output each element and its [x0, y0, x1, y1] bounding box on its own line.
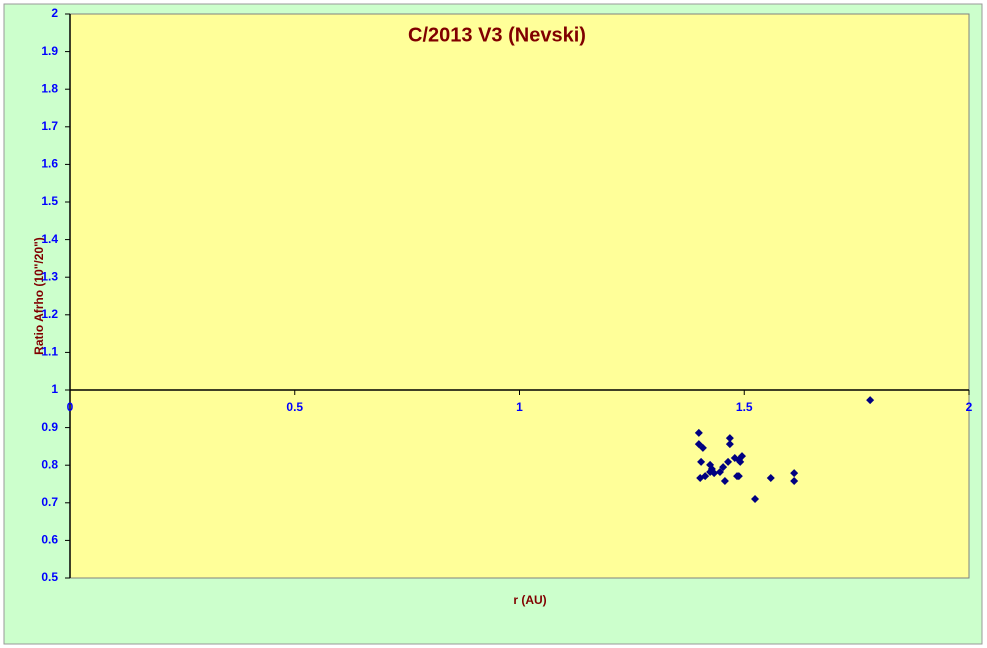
- point: [715, 467, 724, 476]
- y-tick-label: 0.8: [41, 457, 58, 471]
- point: [866, 396, 875, 405]
- point: [698, 443, 707, 452]
- point: [710, 469, 719, 478]
- plot-area: [69, 13, 970, 579]
- y-tick-label: 1.3: [41, 269, 58, 283]
- y-axis-label: Ratio Afrho (10"/20"): [32, 237, 46, 355]
- y-tick-label: 1.2: [41, 307, 58, 321]
- point: [725, 434, 734, 443]
- point: [719, 463, 728, 472]
- point: [790, 476, 799, 485]
- point: [720, 476, 729, 485]
- x-tick-label: 2: [966, 400, 973, 414]
- y-tick-label: 2: [51, 6, 58, 20]
- point: [694, 428, 703, 437]
- y-tick-label: 0.5: [41, 570, 58, 584]
- y-tick-label: 1.7: [41, 119, 58, 133]
- y-tick-label: 1.1: [41, 345, 58, 359]
- point: [724, 457, 733, 466]
- chart-title: C/2013 V3 (Nevski): [408, 24, 586, 46]
- x-tick-label: 1: [516, 400, 523, 414]
- y-tick-label: 0.7: [41, 495, 58, 509]
- y-tick-label: 0.9: [41, 420, 58, 434]
- x-tick-label: 1.5: [736, 400, 753, 414]
- point: [725, 440, 734, 449]
- x-tick-label: 0.5: [286, 400, 303, 414]
- point: [697, 457, 706, 466]
- point: [751, 495, 760, 504]
- x-axis-label: r (AU): [513, 593, 546, 607]
- y-tick-label: 1.6: [41, 157, 58, 171]
- point: [790, 469, 799, 478]
- point: [734, 455, 743, 464]
- point: [734, 472, 743, 481]
- y-tick-label: 0.6: [41, 533, 58, 547]
- x-tick-label: 0: [67, 400, 74, 414]
- y-tick-label: 1.8: [41, 81, 58, 95]
- y-tick-label: 1: [51, 382, 58, 396]
- y-tick-label: 1.9: [41, 44, 58, 58]
- point: [766, 473, 775, 482]
- point: [701, 472, 710, 481]
- y-tick-label: 1.5: [41, 194, 58, 208]
- y-tick-label: 1.4: [41, 232, 58, 246]
